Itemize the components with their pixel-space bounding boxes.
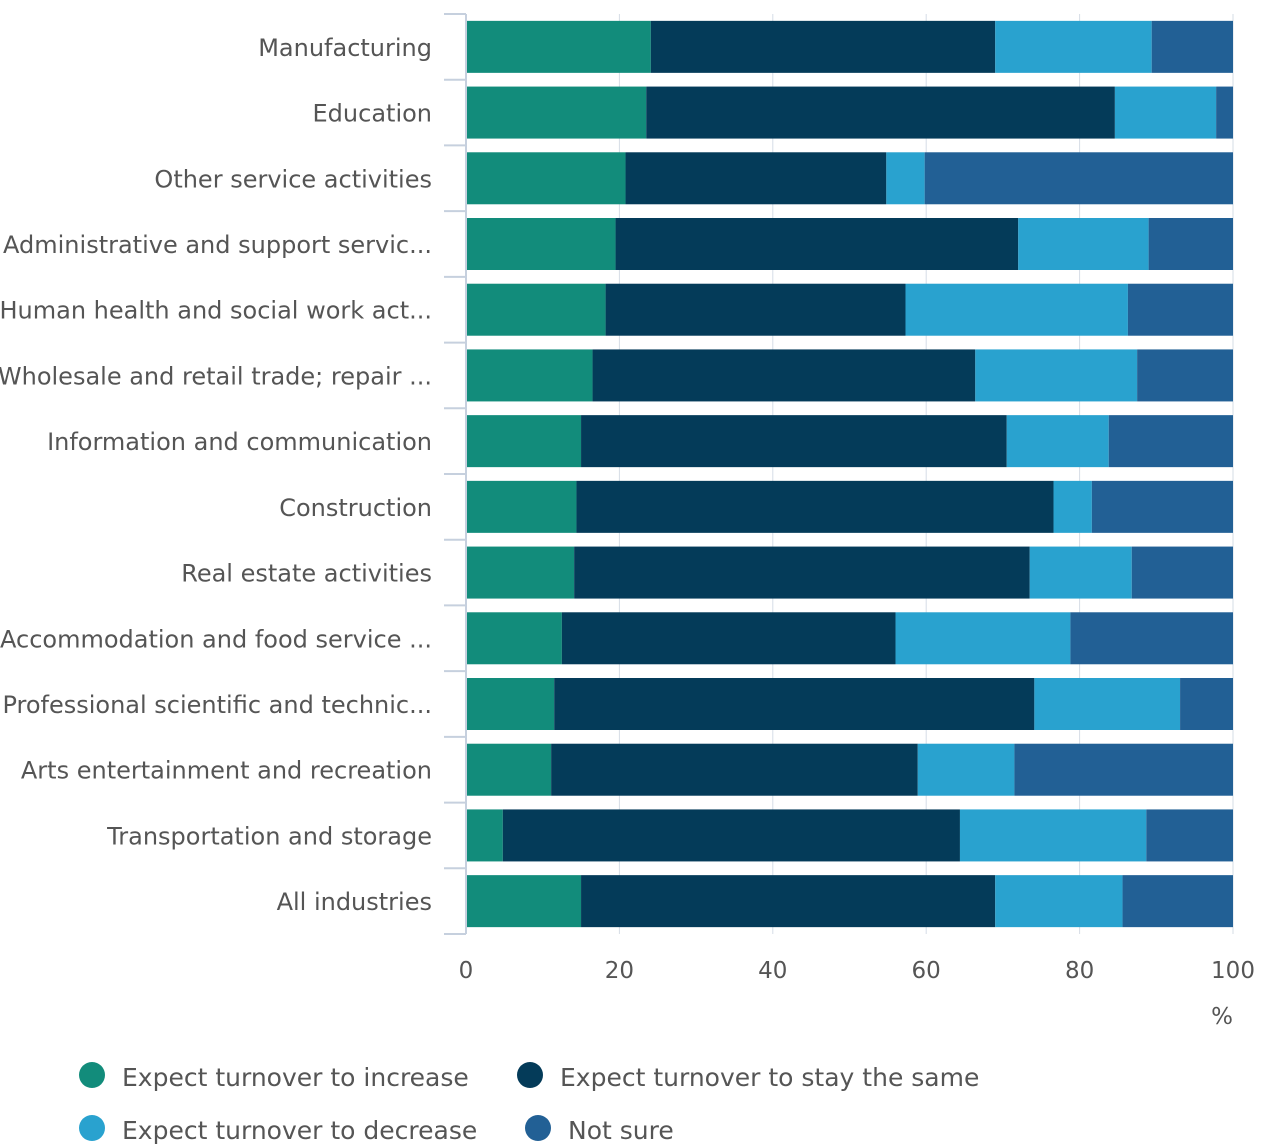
legend-label: Expect turnover to decrease (122, 1116, 477, 1145)
bar-1-row-6 (466, 349, 593, 402)
bar-4-row-6 (1137, 349, 1233, 402)
category-label: Education (313, 100, 432, 128)
x-tick-label: 80 (1065, 958, 1094, 984)
bar-1-row-7 (466, 415, 582, 468)
x-axis-unit-label: % (1211, 1004, 1233, 1030)
bar-4-row-3 (924, 152, 1233, 205)
category-label: Information and communication (47, 428, 432, 456)
bar-2-row-7 (581, 415, 1007, 468)
bar-4-row-7 (1108, 415, 1233, 468)
bar-1-row-10 (466, 612, 562, 665)
bar-2-row-10 (561, 612, 896, 665)
bar-1-row-13 (466, 809, 503, 862)
bar-2-row-5 (605, 283, 906, 336)
bar-2-row-8 (576, 480, 1054, 533)
category-axis (444, 13, 467, 935)
category-label: Manufacturing (258, 34, 432, 62)
legend: Expect turnover to increase Expect turnov… (79, 1062, 979, 1145)
bar-4-row-2 (1216, 86, 1233, 139)
bar-1-row-5 (466, 283, 606, 336)
bar-1-row-2 (466, 86, 647, 139)
bar-3-row-11 (1034, 678, 1181, 730)
bar-1-row-8 (466, 480, 577, 533)
x-tick-label: 100 (1211, 958, 1255, 984)
gridlines (618, 14, 1234, 934)
legend-swatch (525, 1115, 551, 1141)
bar-2-row-9 (574, 546, 1030, 599)
category-label: Other service activities (154, 165, 432, 193)
bar-1-row-1 (466, 20, 651, 73)
x-tick-label: 40 (758, 958, 787, 984)
category-label: Transportation and storage (106, 822, 432, 850)
bar-1-row-12 (466, 743, 552, 796)
bar-1-row-9 (466, 546, 575, 599)
x-tick-label: 20 (605, 958, 634, 984)
category-label: Human health and social work act... (0, 297, 432, 325)
bar-3-row-2 (1114, 86, 1217, 139)
bar-2-row-1 (650, 20, 996, 73)
category-label: Administrative and support servic... (3, 231, 432, 259)
legend-swatch (79, 1115, 105, 1141)
bar-3-row-9 (1029, 546, 1132, 599)
bar-4-row-11 (1180, 678, 1233, 730)
bar-4-row-4 (1148, 218, 1233, 270)
legend-label: Expect turnover to stay the same (560, 1063, 979, 1092)
category-labels: Manufacturing Education Other service acti… (0, 34, 432, 916)
category-label: All industries (277, 888, 432, 916)
bar-2-row-6 (592, 349, 976, 402)
bar-1-row-3 (466, 152, 626, 205)
bar-3-row-10 (895, 612, 1071, 665)
x-axis-ticks: 0 20 40 60 80 100 (459, 958, 1255, 984)
category-label: Arts entertainment and recreation (21, 757, 432, 785)
category-label: Wholesale and retail trade; repair ... (0, 362, 432, 390)
bar-3-row-6 (975, 349, 1138, 402)
bars-group (466, 20, 1233, 928)
bar-2-row-13 (502, 809, 960, 862)
bar-1-row-11 (466, 678, 555, 730)
legend-swatch (517, 1062, 543, 1088)
bar-2-row-2 (646, 86, 1115, 139)
x-tick-label: 60 (912, 958, 941, 984)
bar-3-row-1 (995, 20, 1152, 73)
bar-3-row-3 (886, 152, 925, 205)
category-label: Professional scientific and technic... (2, 691, 432, 719)
bar-4-row-14 (1122, 875, 1233, 928)
legend-label: Expect turnover to increase (122, 1063, 469, 1092)
bar-2-row-3 (625, 152, 887, 205)
bar-4-row-8 (1091, 480, 1233, 533)
bar-3-row-13 (959, 809, 1147, 862)
bar-2-row-4 (615, 218, 1019, 270)
legend-label: Not sure (568, 1116, 674, 1145)
category-label: Accommodation and food service ... (0, 625, 432, 653)
bar-1-row-4 (466, 218, 616, 270)
bar-4-row-5 (1127, 283, 1233, 336)
bar-4-row-1 (1151, 20, 1233, 73)
bar-3-row-5 (905, 283, 1128, 336)
bar-3-row-7 (1006, 415, 1109, 468)
bar-4-row-9 (1131, 546, 1233, 599)
bar-3-row-12 (917, 743, 1015, 796)
bar-3-row-14 (995, 875, 1123, 928)
bar-2-row-14 (581, 875, 996, 928)
bar-4-row-10 (1070, 612, 1233, 665)
legend-swatch (79, 1062, 105, 1088)
bar-2-row-12 (551, 743, 918, 796)
bar-4-row-12 (1014, 743, 1233, 796)
category-label: Real estate activities (181, 560, 432, 588)
bar-4-row-13 (1146, 809, 1233, 862)
x-tick-label: 0 (459, 958, 474, 984)
bar-3-row-4 (1018, 218, 1149, 270)
category-label: Construction (279, 494, 432, 522)
bar-2-row-11 (554, 678, 1035, 730)
bar-3-row-8 (1053, 480, 1092, 533)
bar-1-row-14 (466, 875, 582, 928)
